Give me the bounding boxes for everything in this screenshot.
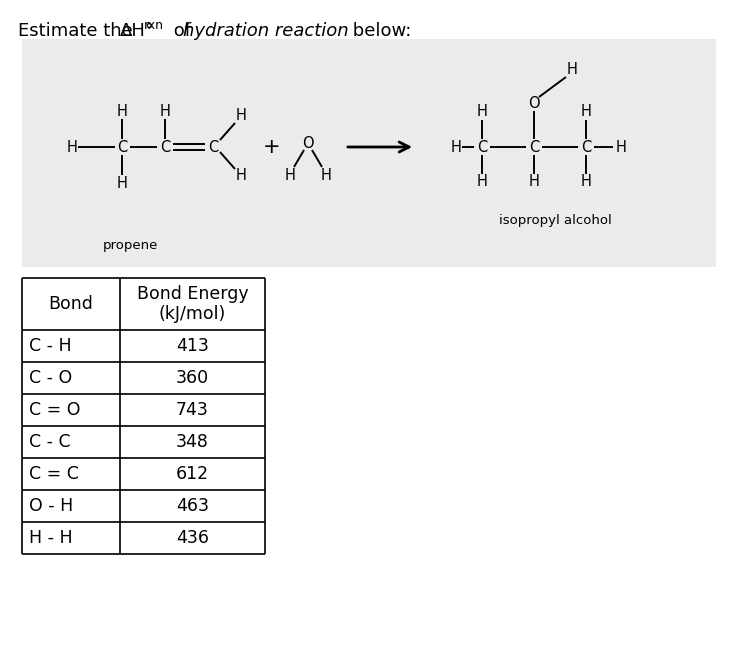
Text: H: H [567, 63, 578, 78]
Text: hydration reaction: hydration reaction [183, 22, 349, 40]
Text: O - H: O - H [29, 497, 74, 515]
Text: H: H [285, 168, 295, 183]
Text: C: C [208, 140, 218, 155]
Text: Estimate the: Estimate the [18, 22, 138, 40]
Text: 348: 348 [176, 433, 209, 451]
Text: H: H [581, 104, 592, 119]
Text: H: H [236, 108, 247, 123]
Text: H: H [321, 168, 331, 183]
Text: +: + [263, 137, 281, 157]
Text: H: H [477, 175, 487, 190]
Text: H: H [66, 140, 77, 155]
Text: propene: propene [102, 239, 158, 252]
Text: O: O [302, 136, 314, 151]
Text: 413: 413 [176, 337, 209, 355]
Text: C - C: C - C [29, 433, 71, 451]
Text: C: C [529, 140, 539, 155]
Text: H: H [615, 140, 626, 155]
Text: 360: 360 [176, 369, 209, 387]
Text: C - O: C - O [29, 369, 72, 387]
Text: 743: 743 [176, 401, 209, 419]
Text: 436: 436 [176, 529, 209, 547]
Text: of: of [168, 22, 197, 40]
Text: ΔH°: ΔH° [120, 22, 155, 40]
Text: H: H [116, 104, 127, 119]
Bar [22, 39, 716, 267]
Text: isopropyl alcohol: isopropyl alcohol [498, 214, 612, 227]
Text: H: H [477, 104, 487, 119]
Text: rxn: rxn [144, 19, 164, 32]
Text: C = C: C = C [29, 465, 79, 483]
Text: below:: below: [347, 22, 411, 40]
Text: O: O [528, 96, 539, 111]
Text: C: C [117, 140, 127, 155]
Text: C - H: C - H [29, 337, 71, 355]
Text: 612: 612 [176, 465, 209, 483]
Text: C: C [477, 140, 487, 155]
Text: H: H [160, 104, 171, 119]
Text: H: H [450, 140, 461, 155]
Text: H - H: H - H [29, 529, 73, 547]
Text: H: H [528, 175, 539, 190]
Text: Bond: Bond [49, 295, 93, 313]
Text: H: H [236, 168, 247, 183]
Text: Bond Energy
(kJ/mol): Bond Energy (kJ/mol) [137, 285, 248, 323]
Text: C = O: C = O [29, 401, 80, 419]
Text: 463: 463 [176, 497, 209, 515]
Text: H: H [116, 175, 127, 190]
Text: C: C [160, 140, 170, 155]
Text: C: C [581, 140, 591, 155]
Text: H: H [581, 175, 592, 190]
